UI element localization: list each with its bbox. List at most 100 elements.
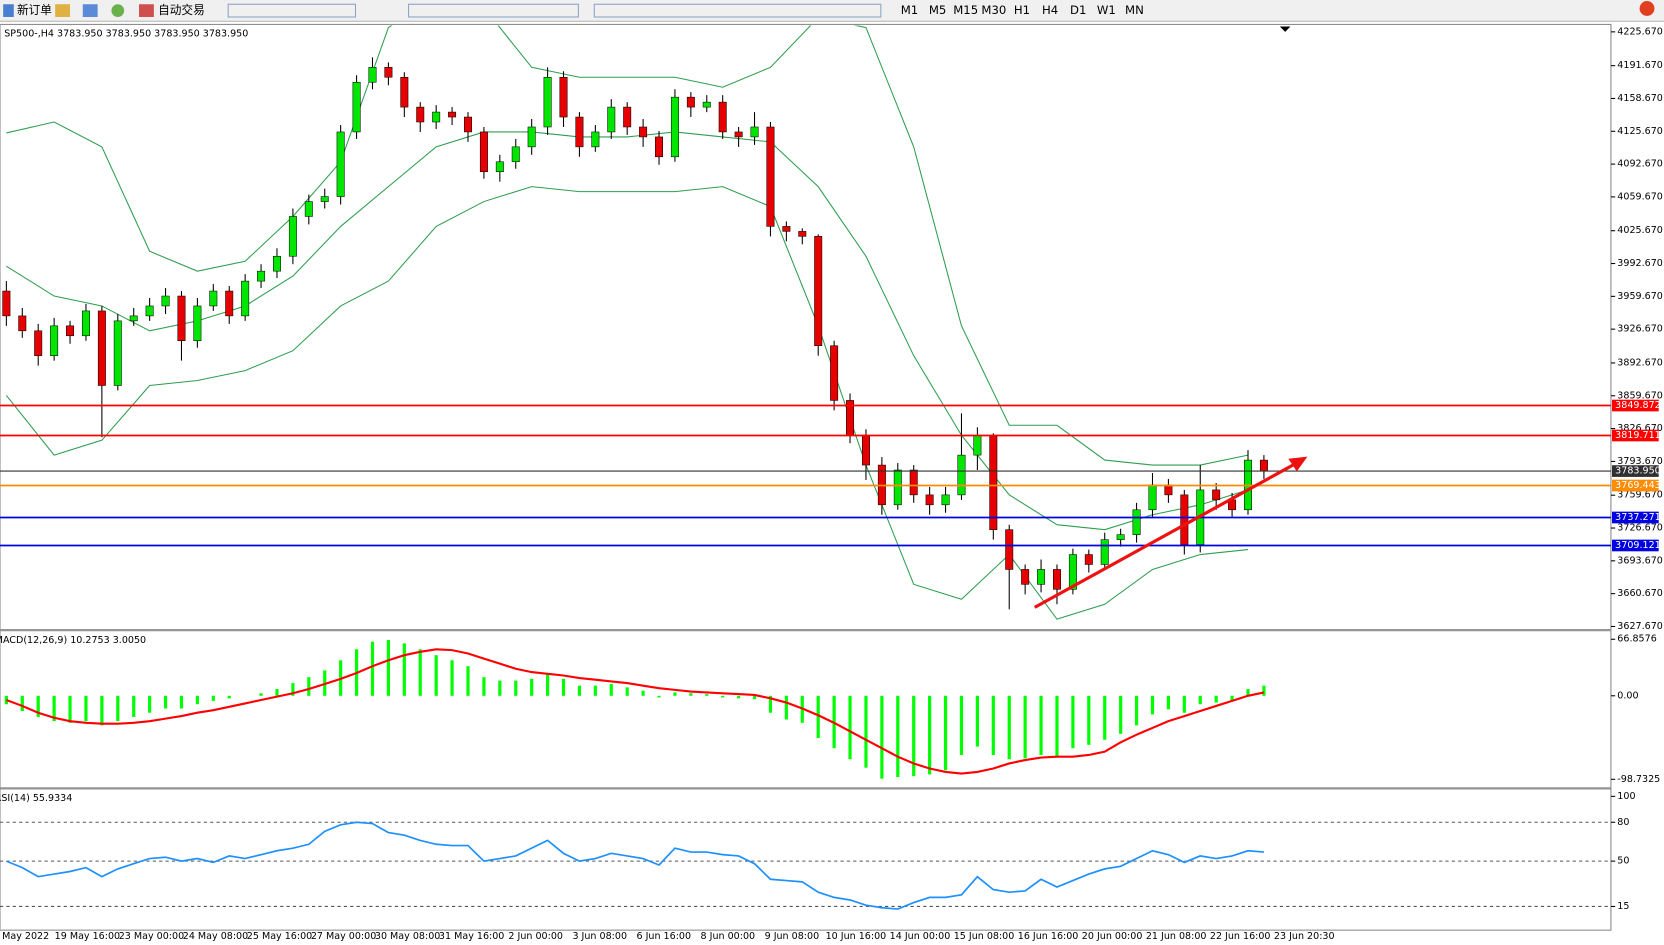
macd-bar <box>705 694 709 696</box>
time-label: 8 Jun 00:00 <box>701 931 756 942</box>
icon[interactable] <box>111 4 125 17</box>
timeframe-button[interactable]: H4 <box>1042 3 1058 17</box>
timeframe-button[interactable]: M5 <box>929 3 946 17</box>
toolbar <box>0 0 1664 22</box>
candle-body <box>448 111 457 118</box>
new-order[interactable]: 新订单 <box>17 3 52 17</box>
candle-body <box>1180 494 1189 545</box>
rsi-frame <box>0 788 1612 931</box>
y-tick-label: 66.8576 <box>1617 634 1656 645</box>
candle-body <box>989 434 998 530</box>
chart-tools[interactable] <box>227 3 357 18</box>
macd-bar <box>434 655 438 696</box>
candle-body <box>941 494 950 506</box>
auto-trading[interactable]: 自动交易 <box>158 3 205 17</box>
notification[interactable] <box>1639 1 1655 16</box>
macd-bar <box>116 695 120 722</box>
candle-body <box>607 106 616 133</box>
candle-body <box>750 126 759 138</box>
candle-body <box>1005 529 1014 570</box>
y-tick-label: 80 <box>1617 817 1629 828</box>
candle-body <box>670 96 679 158</box>
macd-bar <box>36 695 40 717</box>
macd-bar <box>577 685 582 696</box>
candle-body <box>113 320 122 386</box>
candle-body <box>320 196 329 202</box>
macd-bar <box>418 649 422 696</box>
macd-bar <box>959 695 964 755</box>
icon[interactable] <box>3 4 14 17</box>
chart-tools[interactable] <box>408 3 579 18</box>
y-tick-label: 50 <box>1617 856 1629 867</box>
candle-body <box>209 290 218 307</box>
macd-bar <box>1023 695 1027 759</box>
price-level-label: 3709.121 <box>1615 540 1661 551</box>
toolbar-group: 新订单 自动交易 M1 M5 M15 M30 H1 H4 D1 W1 MN <box>3 1 1655 18</box>
y-tick-label: 3959.670 <box>1617 291 1663 302</box>
timeframe-button[interactable]: H1 <box>1014 3 1030 17</box>
candle-body <box>352 81 361 133</box>
y-tick-label: 3793.670 <box>1617 456 1663 467</box>
macd-bar <box>4 695 8 705</box>
candle-body <box>734 131 743 138</box>
macd-bar <box>307 677 311 696</box>
icon[interactable] <box>55 4 71 17</box>
price-level-label: 3783.950 <box>1615 466 1661 477</box>
macd-bar <box>1166 695 1170 710</box>
macd-bar <box>1182 695 1186 713</box>
macd-bar <box>450 660 454 696</box>
timeframe-button[interactable]: M1 <box>901 3 918 17</box>
time-label: 19 May 16:00 <box>55 931 120 942</box>
macd-bar <box>1262 685 1266 696</box>
draw-tools[interactable] <box>593 3 882 18</box>
candle-body <box>1053 569 1061 590</box>
candle-body <box>543 76 552 128</box>
time-label: 30 May 08:00 <box>375 931 440 942</box>
candle-body <box>623 106 632 128</box>
timeframe-button[interactable]: M30 <box>981 3 1006 17</box>
macd-bar <box>896 695 900 777</box>
macd-bar <box>386 639 390 696</box>
main-frame <box>0 23 1612 631</box>
candle-body <box>225 290 234 317</box>
candle-body <box>479 131 488 172</box>
icon[interactable] <box>139 4 154 17</box>
macd-bar <box>991 695 995 755</box>
timeframe-button[interactable]: M15 <box>953 3 978 17</box>
macd-bar <box>84 695 88 722</box>
macd-bar <box>768 695 773 713</box>
icon[interactable] <box>82 4 98 17</box>
candle-body <box>591 131 600 148</box>
y-tick-label: 4158.670 <box>1617 93 1663 104</box>
macd-bar <box>195 695 199 705</box>
candle-body <box>830 345 839 401</box>
candle-body <box>336 131 345 197</box>
time-label: 24 May 08:00 <box>183 931 248 942</box>
macd-bar <box>1119 695 1123 734</box>
macd-bar <box>546 674 550 696</box>
y-tick-label: 3660.670 <box>1617 588 1663 599</box>
timeframe-button[interactable]: D1 <box>1070 3 1086 17</box>
macd-bar <box>912 695 916 777</box>
candle-body <box>527 126 536 148</box>
macd-bar <box>848 695 852 760</box>
y-tick-label: -98.7325 <box>1617 774 1660 785</box>
y-tick-label: 3826.670 <box>1617 423 1663 434</box>
candle-body <box>766 126 775 227</box>
timeframe-button[interactable]: W1 <box>1097 3 1116 17</box>
candle-body <box>1037 569 1046 585</box>
macd-bar <box>1246 689 1250 696</box>
y-tick-label: 3892.670 <box>1617 357 1663 368</box>
candle-body <box>495 161 504 172</box>
macd-bar <box>148 695 152 713</box>
macd-bar <box>625 687 629 696</box>
macd-bar <box>816 695 820 739</box>
candle-body <box>1116 534 1125 540</box>
timeframe-button[interactable]: MN <box>1125 3 1144 17</box>
candle-body <box>34 330 43 356</box>
macd-bar <box>673 692 677 696</box>
macd-bar <box>657 695 661 698</box>
candle-body <box>909 469 918 496</box>
main-plot <box>0 25 1611 620</box>
candle-body <box>1100 539 1109 565</box>
